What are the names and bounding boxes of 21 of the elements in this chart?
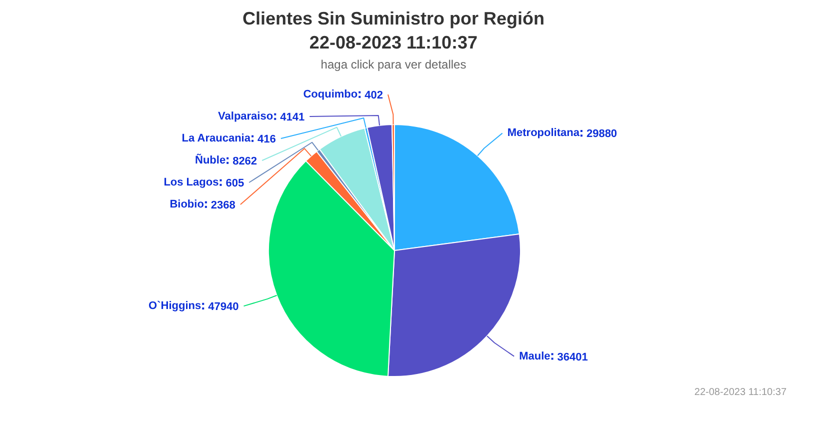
data-label: 36401 bbox=[557, 351, 588, 364]
slice-label: Metropolitana bbox=[507, 127, 580, 140]
chart-title: Clientes Sin Suministro por Región 22-08-2023 11:10:37 bbox=[242, 8, 545, 52]
slice-label: La Araucania bbox=[182, 132, 252, 145]
data-label: 416 bbox=[258, 134, 276, 146]
slice-label: O`Higgins bbox=[148, 300, 202, 312]
slice-label: Biobio bbox=[170, 198, 204, 211]
data-label: 47940 bbox=[208, 301, 239, 314]
data-label: 605 bbox=[226, 178, 244, 190]
text: 22-08-2023 11:10:37 bbox=[694, 387, 787, 398]
data-label: 402 bbox=[364, 90, 383, 102]
data-label: 8262 bbox=[232, 156, 258, 168]
slice-label: Valparaiso bbox=[218, 110, 274, 123]
slice-label: Los Lagos bbox=[164, 176, 219, 189]
slice-label: Ñuble bbox=[195, 154, 226, 167]
slice-label: Maule bbox=[519, 350, 550, 362]
data-label: 4141 bbox=[280, 112, 305, 124]
slice-label: Coquimbo bbox=[303, 88, 358, 101]
data-label: 29880 bbox=[586, 128, 618, 140]
chart-subtitle: haga click para ver detalles bbox=[320, 58, 466, 72]
data-label: 2368 bbox=[210, 200, 236, 212]
